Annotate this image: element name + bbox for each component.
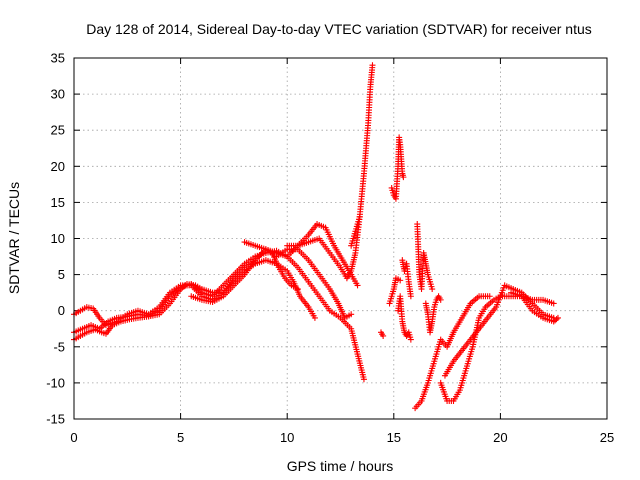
series-arc-3	[71, 221, 361, 329]
y-tick-label: -5	[53, 339, 65, 354]
axis-ticks: 0 5 10 15 20 25 -15 -10 -5 0 5 10 15 20 25 30 35	[46, 51, 614, 446]
series-arc-17	[441, 282, 557, 379]
series-arc-13	[414, 221, 436, 293]
x-tick-label: 5	[177, 430, 184, 445]
series-arc-7	[348, 213, 363, 249]
series-arc-4	[188, 246, 301, 306]
data-point	[400, 174, 407, 181]
y-tick-label: 15	[51, 195, 65, 210]
data-point	[429, 286, 436, 293]
series-arc-12	[399, 257, 414, 300]
y-tick-label: 10	[51, 231, 65, 246]
data-point	[311, 314, 318, 321]
series-arc-14	[422, 293, 444, 336]
series-arc-16	[437, 293, 557, 404]
y-tick-label: 5	[58, 267, 65, 282]
x-tick-label: 25	[600, 430, 614, 445]
data-point	[554, 314, 561, 321]
x-axis-title: GPS time / hours	[287, 458, 394, 474]
data-points	[71, 62, 561, 412]
data-point	[380, 332, 387, 339]
y-tick-label: 0	[58, 303, 65, 318]
y-tick-label: -15	[46, 412, 65, 427]
data-point	[437, 296, 444, 303]
y-tick-label: -10	[46, 375, 65, 390]
data-point	[294, 286, 301, 293]
y-tick-label: 25	[51, 123, 65, 138]
x-tick-label: 20	[493, 430, 507, 445]
grid	[74, 58, 607, 419]
x-tick-label: 15	[387, 430, 401, 445]
data-point	[397, 277, 404, 284]
series-arc-5	[241, 239, 355, 321]
series-arc-18	[508, 289, 561, 325]
data-point	[348, 311, 355, 318]
series-arc-11	[395, 293, 414, 343]
series-arc-6	[284, 62, 376, 282]
data-point	[354, 282, 361, 289]
series-arc-15	[412, 293, 493, 412]
y-tick-label: 30	[51, 87, 65, 102]
data-point	[360, 376, 367, 383]
y-tick-label: 20	[51, 159, 65, 174]
series-arc-2	[71, 247, 367, 383]
data-point	[369, 62, 376, 69]
series-arc-10	[388, 134, 407, 202]
data-point	[407, 336, 414, 343]
data-point	[550, 300, 557, 307]
chart-title: Day 128 of 2014, Sidereal Day-to-day VTE…	[86, 21, 592, 37]
data-point	[356, 213, 363, 220]
x-tick-label: 0	[70, 430, 77, 445]
series-arc-8	[378, 329, 387, 339]
plot-frame	[73, 57, 608, 420]
data-point	[407, 293, 414, 300]
y-axis-title: SDTVAR / TECUs	[6, 182, 22, 294]
series-arc-9	[386, 275, 404, 307]
x-tick-label: 10	[280, 430, 294, 445]
y-tick-label: 35	[51, 51, 65, 66]
data-point	[486, 293, 493, 300]
data-point	[553, 316, 560, 323]
